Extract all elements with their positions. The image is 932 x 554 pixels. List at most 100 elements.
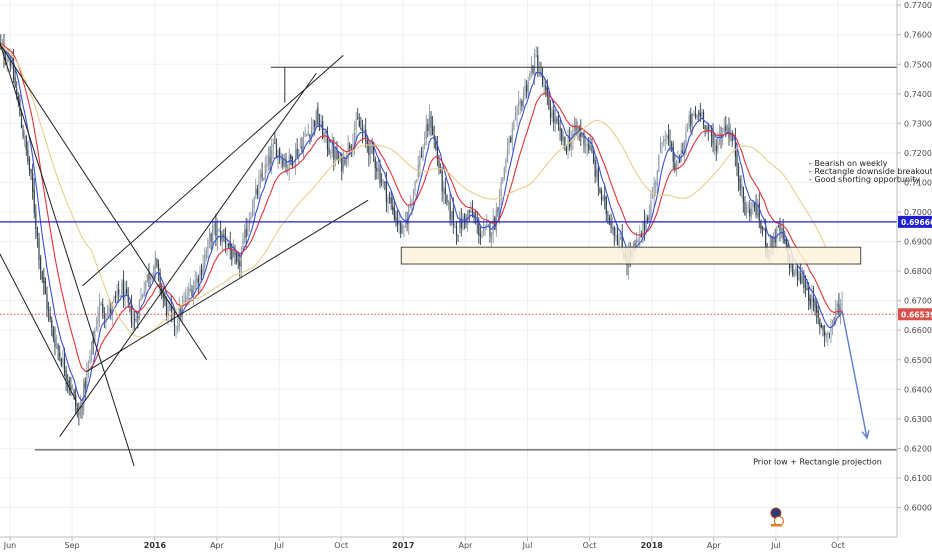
candle-body (202, 265, 204, 274)
candle-body (779, 225, 781, 232)
candle-body (223, 234, 225, 238)
candle-body (438, 160, 440, 170)
candle-body (634, 243, 636, 246)
candle-body (16, 89, 18, 96)
candle-body (145, 280, 147, 289)
candle-body (121, 282, 123, 296)
candle-body (565, 147, 568, 152)
candle-body (95, 326, 97, 328)
x-tick-label: Jul (273, 541, 284, 550)
candle-body (635, 239, 638, 245)
candle-body (785, 239, 787, 246)
x-tick-label: Jun (3, 541, 17, 550)
candle-body (758, 202, 760, 221)
candle-body (70, 385, 72, 390)
candle-body (79, 405, 82, 416)
candle-body (337, 157, 340, 160)
candle-body (161, 288, 163, 292)
candle-body (181, 304, 184, 317)
candle-body (210, 233, 212, 242)
candle-body (382, 181, 384, 184)
candle-body (599, 188, 601, 193)
candle-body (118, 289, 120, 295)
candle-body (612, 227, 614, 231)
candle-body (497, 207, 499, 212)
candle-body (135, 318, 137, 322)
candle-body (793, 272, 795, 277)
candle-body (366, 140, 368, 146)
candle-body (516, 107, 518, 116)
candle-body (401, 226, 403, 234)
candle-body (744, 202, 746, 216)
candle-body (134, 319, 136, 321)
candle-body (14, 77, 16, 87)
candle-body (89, 356, 91, 364)
candle-body (8, 58, 10, 60)
candle-body (400, 221, 402, 234)
drawings: - Bearish on weekly- Rectangle downside … (0, 41, 932, 527)
candle-body (430, 116, 432, 128)
candle-body (414, 180, 416, 190)
candle-body (331, 144, 333, 154)
candle-body (621, 235, 623, 250)
candle-body (234, 252, 236, 256)
candle-body (146, 274, 148, 282)
candle-body (24, 136, 26, 138)
candle-body (81, 406, 83, 408)
candle-body (446, 195, 448, 203)
candle-body (310, 127, 313, 137)
candle-body (177, 325, 179, 331)
candle-body (102, 304, 104, 314)
candle-body (57, 344, 59, 350)
candle-body (537, 55, 539, 73)
candle-body (304, 133, 306, 137)
candle-body (663, 140, 665, 143)
candle-body (27, 149, 29, 162)
candle-body (795, 267, 797, 275)
x-tick-label: Oct (334, 541, 348, 550)
candle-body (110, 309, 112, 314)
candle-body (651, 196, 654, 198)
candle-body (390, 197, 392, 204)
candle-body (406, 222, 408, 225)
candle-body (271, 149, 273, 165)
candle-body (557, 123, 560, 125)
candle-body (164, 295, 166, 301)
candle-body (755, 205, 757, 216)
candle-body (686, 127, 689, 132)
candle-body (371, 144, 373, 147)
candle-body (264, 164, 266, 180)
candle-body (796, 266, 799, 281)
candle-body (25, 135, 27, 150)
candle-body (723, 127, 725, 133)
candle-body (122, 279, 125, 301)
candle-body (753, 202, 756, 208)
candle-body (175, 327, 177, 329)
candle-body (666, 135, 668, 137)
candle-body (330, 155, 332, 157)
candle-body (186, 297, 188, 299)
candle-body (577, 127, 579, 132)
candle-body (314, 121, 316, 127)
candle-body (425, 125, 427, 141)
candle-body (32, 173, 34, 192)
candle-body (73, 390, 75, 394)
candle-body (253, 197, 255, 209)
candle-body (671, 143, 673, 147)
candle-body (508, 138, 510, 146)
candle-body (90, 341, 93, 355)
candle-body (487, 224, 489, 226)
candle-body (358, 120, 360, 127)
candle-body (12, 58, 15, 80)
rectangle-zone (400, 246, 862, 265)
candle-body (819, 319, 821, 327)
candle-body (554, 118, 556, 124)
candle-body (385, 182, 387, 203)
candle-body (570, 138, 572, 150)
